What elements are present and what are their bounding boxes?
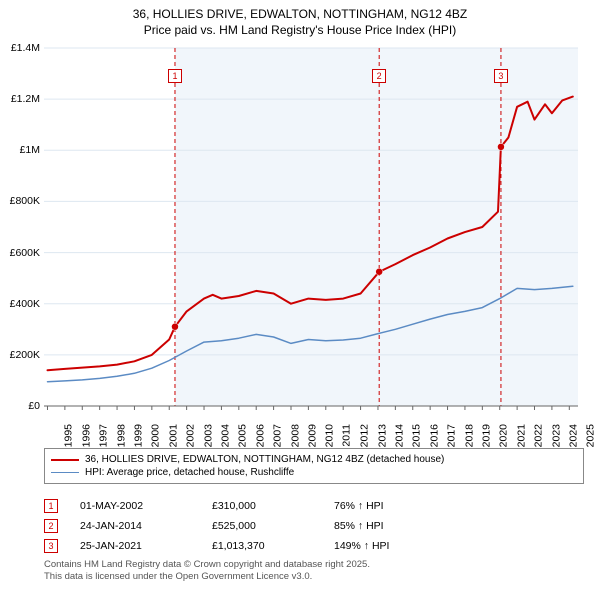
y-tick-label: £0	[0, 400, 40, 412]
x-tick-label: 2014	[393, 424, 405, 447]
footer-line2: This data is licensed under the Open Gov…	[44, 571, 584, 583]
sale-marker-3: 3	[494, 69, 508, 83]
x-tick-label: 2010	[324, 424, 336, 447]
title-line1: 36, HOLLIES DRIVE, EDWALTON, NOTTINGHAM,…	[0, 6, 600, 22]
sale-row-date: 24-JAN-2014	[80, 520, 190, 532]
sale-row-pct: 76% ↑ HPI	[334, 500, 434, 512]
x-tick-label: 1995	[63, 424, 75, 447]
x-tick-label: 2007	[272, 424, 284, 447]
legend: 36, HOLLIES DRIVE, EDWALTON, NOTTINGHAM,…	[44, 448, 584, 484]
chart-title: 36, HOLLIES DRIVE, EDWALTON, NOTTINGHAM,…	[0, 0, 600, 38]
x-tick-label: 2021	[515, 424, 527, 447]
y-tick-label: £800K	[0, 195, 40, 207]
x-tick-label: 2008	[289, 424, 301, 447]
sale-marker-2: 2	[372, 69, 386, 83]
x-tick-label: 2004	[219, 424, 231, 447]
legend-swatch-price	[51, 459, 79, 461]
x-tick-label: 2000	[150, 424, 162, 447]
x-tick-label: 2020	[498, 424, 510, 447]
legend-item-hpi: HPI: Average price, detached house, Rush…	[51, 466, 577, 479]
sale-row-price: £310,000	[212, 500, 312, 512]
x-tick-label: 2024	[567, 424, 579, 447]
x-tick-label: 2005	[237, 424, 249, 447]
chart-plot-area	[44, 42, 584, 412]
legend-label-price: 36, HOLLIES DRIVE, EDWALTON, NOTTINGHAM,…	[85, 454, 444, 465]
y-tick-label: £1M	[0, 144, 40, 156]
x-tick-label: 2013	[376, 424, 388, 447]
x-tick-label: 2011	[340, 424, 352, 447]
x-tick-label: 2025	[585, 424, 597, 447]
x-tick-label: 2006	[254, 424, 266, 447]
y-tick-label: £600K	[0, 247, 40, 259]
sale-marker-1: 1	[168, 69, 182, 83]
y-tick-label: £400K	[0, 298, 40, 310]
sale-row-marker: 2	[44, 519, 58, 533]
chart-svg	[44, 42, 584, 412]
x-tick-label: 2012	[359, 424, 371, 447]
legend-item-price: 36, HOLLIES DRIVE, EDWALTON, NOTTINGHAM,…	[51, 453, 577, 466]
sale-row-date: 01-MAY-2002	[80, 500, 190, 512]
x-tick-label: 1999	[132, 424, 144, 447]
sale-row-pct: 149% ↑ HPI	[334, 540, 434, 552]
x-tick-label: 2002	[185, 424, 197, 447]
sale-row-marker: 1	[44, 499, 58, 513]
x-tick-label: 2016	[428, 424, 440, 447]
x-tick-label: 1997	[98, 424, 110, 447]
sales-row: 3 25-JAN-2021 £1,013,370 149% ↑ HPI	[44, 536, 584, 556]
y-tick-label: £1.4M	[0, 42, 40, 54]
legend-label-hpi: HPI: Average price, detached house, Rush…	[85, 467, 294, 478]
title-line2: Price paid vs. HM Land Registry's House …	[0, 22, 600, 38]
sale-row-price: £1,013,370	[212, 540, 312, 552]
sales-row: 1 01-MAY-2002 £310,000 76% ↑ HPI	[44, 496, 584, 516]
sale-row-marker: 3	[44, 539, 58, 553]
x-tick-label: 2017	[446, 424, 458, 447]
sales-row: 2 24-JAN-2014 £525,000 85% ↑ HPI	[44, 516, 584, 536]
x-tick-label: 2015	[411, 424, 423, 447]
footer-line1: Contains HM Land Registry data © Crown c…	[44, 559, 584, 571]
x-tick-label: 1996	[80, 424, 92, 447]
x-tick-label: 2022	[532, 424, 544, 447]
y-tick-label: £1.2M	[0, 93, 40, 105]
x-tick-label: 2003	[202, 424, 214, 447]
x-tick-label: 2019	[480, 424, 492, 447]
legend-swatch-hpi	[51, 472, 79, 473]
sale-row-date: 25-JAN-2021	[80, 540, 190, 552]
sales-table: 1 01-MAY-2002 £310,000 76% ↑ HPI 2 24-JAN-201…	[44, 496, 584, 556]
x-tick-label: 2001	[167, 424, 179, 447]
x-tick-label: 2023	[550, 424, 562, 447]
x-tick-label: 1998	[115, 424, 127, 447]
y-tick-label: £200K	[0, 349, 40, 361]
footer-attribution: Contains HM Land Registry data © Crown c…	[44, 559, 584, 583]
sale-row-pct: 85% ↑ HPI	[334, 520, 434, 532]
x-tick-label: 2009	[306, 424, 318, 447]
x-tick-label: 2018	[463, 424, 475, 447]
sale-row-price: £525,000	[212, 520, 312, 532]
